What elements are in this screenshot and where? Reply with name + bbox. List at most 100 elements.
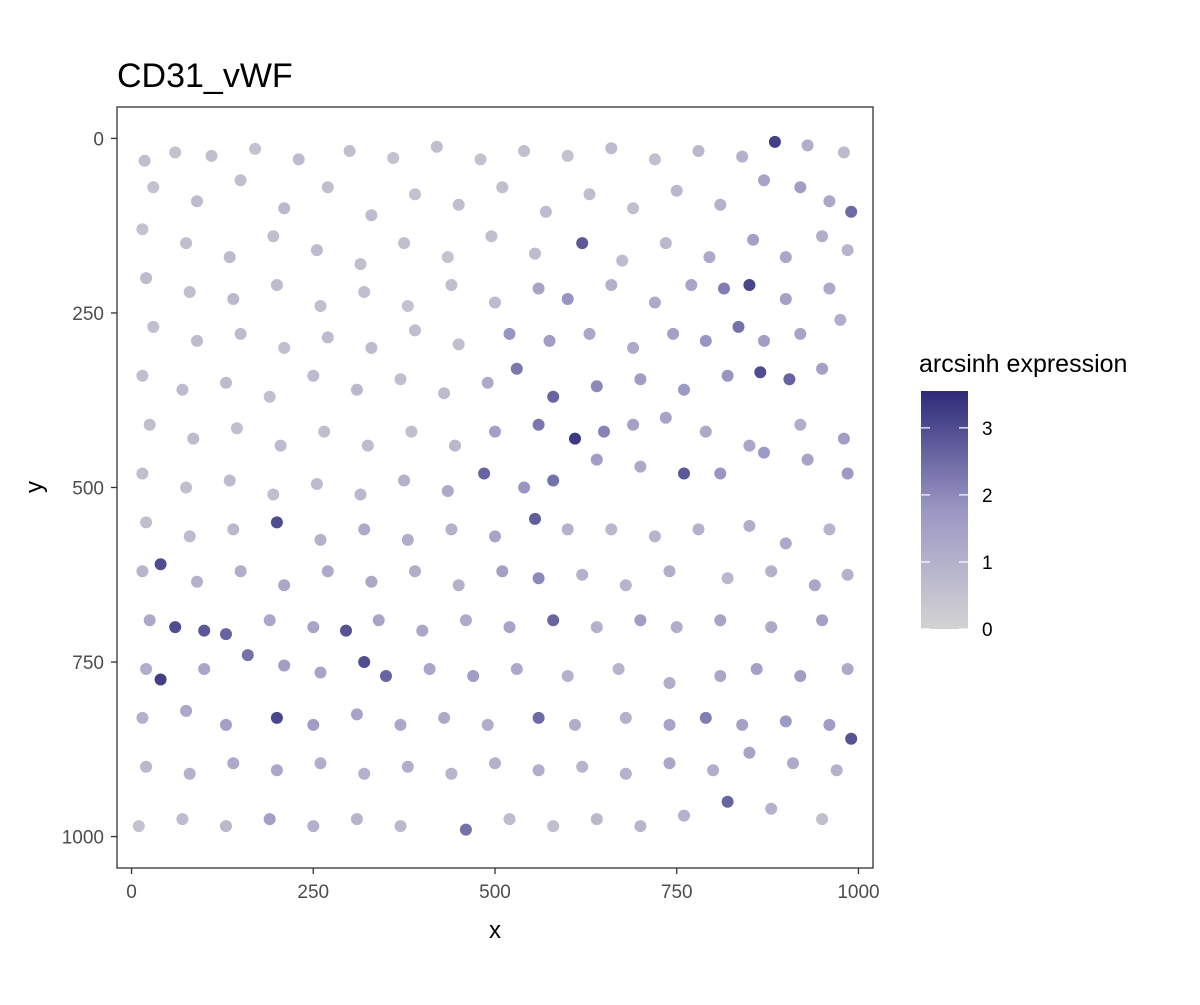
data-point [765, 565, 778, 578]
legend-tick-label: 3 [982, 419, 993, 440]
data-point [779, 715, 792, 728]
data-point [191, 334, 203, 347]
data-point [310, 244, 323, 257]
data-point [750, 663, 763, 675]
data-point [467, 670, 480, 682]
x-axis: 0 250 500 750 1000 [126, 868, 880, 903]
data-point [787, 757, 799, 770]
data-point [699, 711, 712, 724]
data-point [249, 142, 262, 155]
data-point [699, 334, 712, 347]
data-point [230, 422, 243, 435]
data-point [816, 813, 829, 826]
data-point [663, 718, 676, 731]
data-point [241, 649, 254, 662]
data-point [307, 369, 320, 382]
data-point [532, 764, 545, 777]
data-point [543, 334, 556, 347]
data-point [732, 320, 745, 333]
data-point [754, 366, 767, 379]
data-point [180, 481, 193, 494]
data-point [321, 565, 334, 578]
data-point [401, 760, 414, 773]
data-point [227, 757, 240, 770]
data-point [136, 565, 149, 578]
data-point [205, 149, 218, 162]
data-point [318, 425, 331, 438]
data-point [350, 708, 363, 721]
data-point [532, 572, 545, 585]
data-point [263, 813, 276, 826]
data-point [612, 663, 625, 675]
data-point [452, 198, 465, 211]
data-point [678, 383, 690, 396]
data-point [648, 530, 661, 543]
data-point [529, 247, 541, 260]
x-tick-label: 500 [479, 882, 511, 903]
data-point [547, 474, 560, 487]
data-point [409, 324, 421, 337]
legend-ticks: 0 1 2 3 [921, 419, 993, 641]
data-point [354, 258, 367, 271]
data-point [416, 624, 429, 637]
data-point [441, 251, 454, 264]
data-point [616, 254, 629, 267]
data-point [605, 523, 618, 536]
y-tick-label: 250 [72, 304, 104, 325]
data-point [816, 614, 829, 627]
data-point [496, 181, 509, 194]
data-point [187, 432, 200, 445]
data-point [132, 820, 145, 833]
data-point [140, 760, 153, 773]
data-point [220, 820, 232, 833]
data-point [510, 663, 523, 675]
data-point [510, 362, 523, 375]
y-tick-label: 1000 [62, 828, 104, 849]
data-point [365, 341, 378, 354]
data-point [783, 373, 796, 386]
data-point [140, 516, 153, 529]
x-axis-title: x [489, 917, 501, 944]
data-point [823, 718, 836, 731]
data-point [670, 621, 683, 634]
data-point [583, 188, 596, 201]
data-point [845, 732, 858, 745]
data-point [430, 140, 443, 153]
data-point [841, 467, 854, 480]
data-point [808, 579, 821, 592]
data-point [270, 279, 283, 291]
data-point [307, 718, 320, 731]
data-point [445, 279, 458, 291]
data-point [138, 154, 151, 167]
legend-colorbar [921, 391, 968, 629]
data-point [619, 579, 632, 592]
data-point [220, 376, 232, 389]
data-point [140, 272, 153, 285]
data-point [714, 467, 727, 480]
data-point [663, 565, 676, 578]
data-point [136, 369, 149, 382]
data-point [743, 279, 756, 291]
data-point [278, 579, 291, 592]
x-tick-label: 250 [297, 882, 329, 903]
data-point [274, 439, 287, 452]
data-point [183, 530, 196, 543]
data-point [234, 327, 247, 340]
data-point [147, 320, 160, 333]
data-point [267, 488, 280, 501]
data-point [263, 614, 276, 627]
data-point [438, 711, 451, 724]
data-point [743, 519, 756, 532]
data-point [449, 439, 461, 452]
data-point [590, 380, 603, 393]
data-point [634, 614, 647, 627]
data-point [314, 757, 327, 770]
data-point [438, 387, 451, 400]
legend-tick-label: 1 [982, 553, 993, 574]
data-point [590, 813, 603, 826]
data-point [405, 425, 418, 438]
data-point [794, 327, 807, 340]
data-point [663, 757, 676, 770]
data-point [263, 390, 276, 403]
data-point [743, 746, 756, 759]
